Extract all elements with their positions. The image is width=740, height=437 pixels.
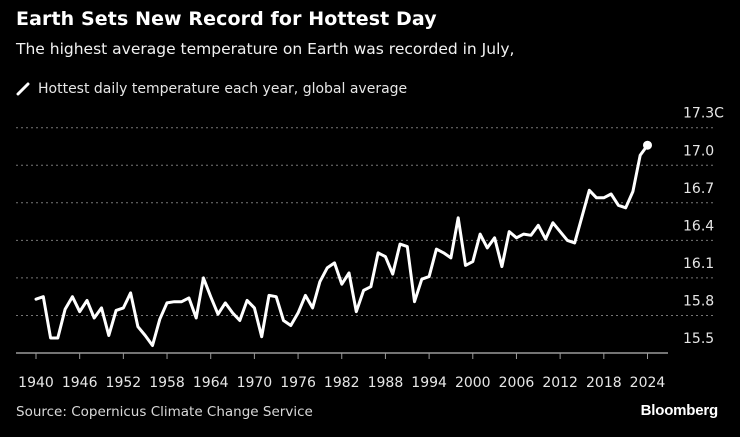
legend-label: Hottest daily temperature each year, glo… (38, 81, 408, 97)
y-tick-label: 16.4 (683, 218, 714, 234)
legend: Hottest daily temperature each year, glo… (16, 81, 407, 97)
x-tick-label: 1988 (368, 375, 404, 391)
bloomberg-logo: Bloomberg (640, 402, 719, 419)
x-tick-label: 2006 (499, 375, 535, 391)
y-axis-labels: 15.5 15.8 16.1 16.4 16.7 17.0 17.3C (683, 106, 724, 347)
x-tick-label: 2018 (586, 375, 622, 391)
y-tick-label: 15.8 (683, 293, 714, 309)
x-tick-label: 2000 (455, 375, 491, 391)
y-tick-label: 15.5 (683, 331, 714, 347)
x-tick-label: 1994 (411, 375, 447, 391)
chart-subtitle: The highest average temperature on Earth… (16, 40, 515, 58)
chart-title: Earth Sets New Record for Hottest Day (16, 8, 437, 30)
x-tick-label: 1964 (193, 375, 229, 391)
legend-line-icon (16, 82, 30, 96)
y-tick-label: 17.0 (683, 143, 714, 159)
x-tick-label: 2024 (630, 375, 666, 391)
x-tick-label: 1952 (106, 375, 142, 391)
y-tick-label: 16.1 (683, 256, 714, 272)
x-tick-label: 1982 (324, 375, 360, 391)
x-tick-label: 1970 (237, 375, 273, 391)
x-tick-label: 1940 (18, 375, 54, 391)
x-tick-label: 1976 (280, 375, 316, 391)
y-tick-label: 16.7 (683, 181, 714, 197)
series (34, 140, 652, 347)
x-tick-label: 1958 (149, 375, 185, 391)
x-tick-label: 2012 (542, 375, 578, 391)
x-axis: 1940 1946 1952 1958 1964 1970 1976 1982 1988 1994… (16, 352, 668, 391)
source-note: Source: Copernicus Climate Change Servic… (16, 404, 313, 420)
y-tick-label: 17.3C (683, 106, 724, 122)
latest-point-marker (643, 140, 652, 150)
series-line (34, 143, 649, 347)
x-tick-label: 1946 (62, 375, 98, 391)
gridlines (16, 127, 713, 316)
